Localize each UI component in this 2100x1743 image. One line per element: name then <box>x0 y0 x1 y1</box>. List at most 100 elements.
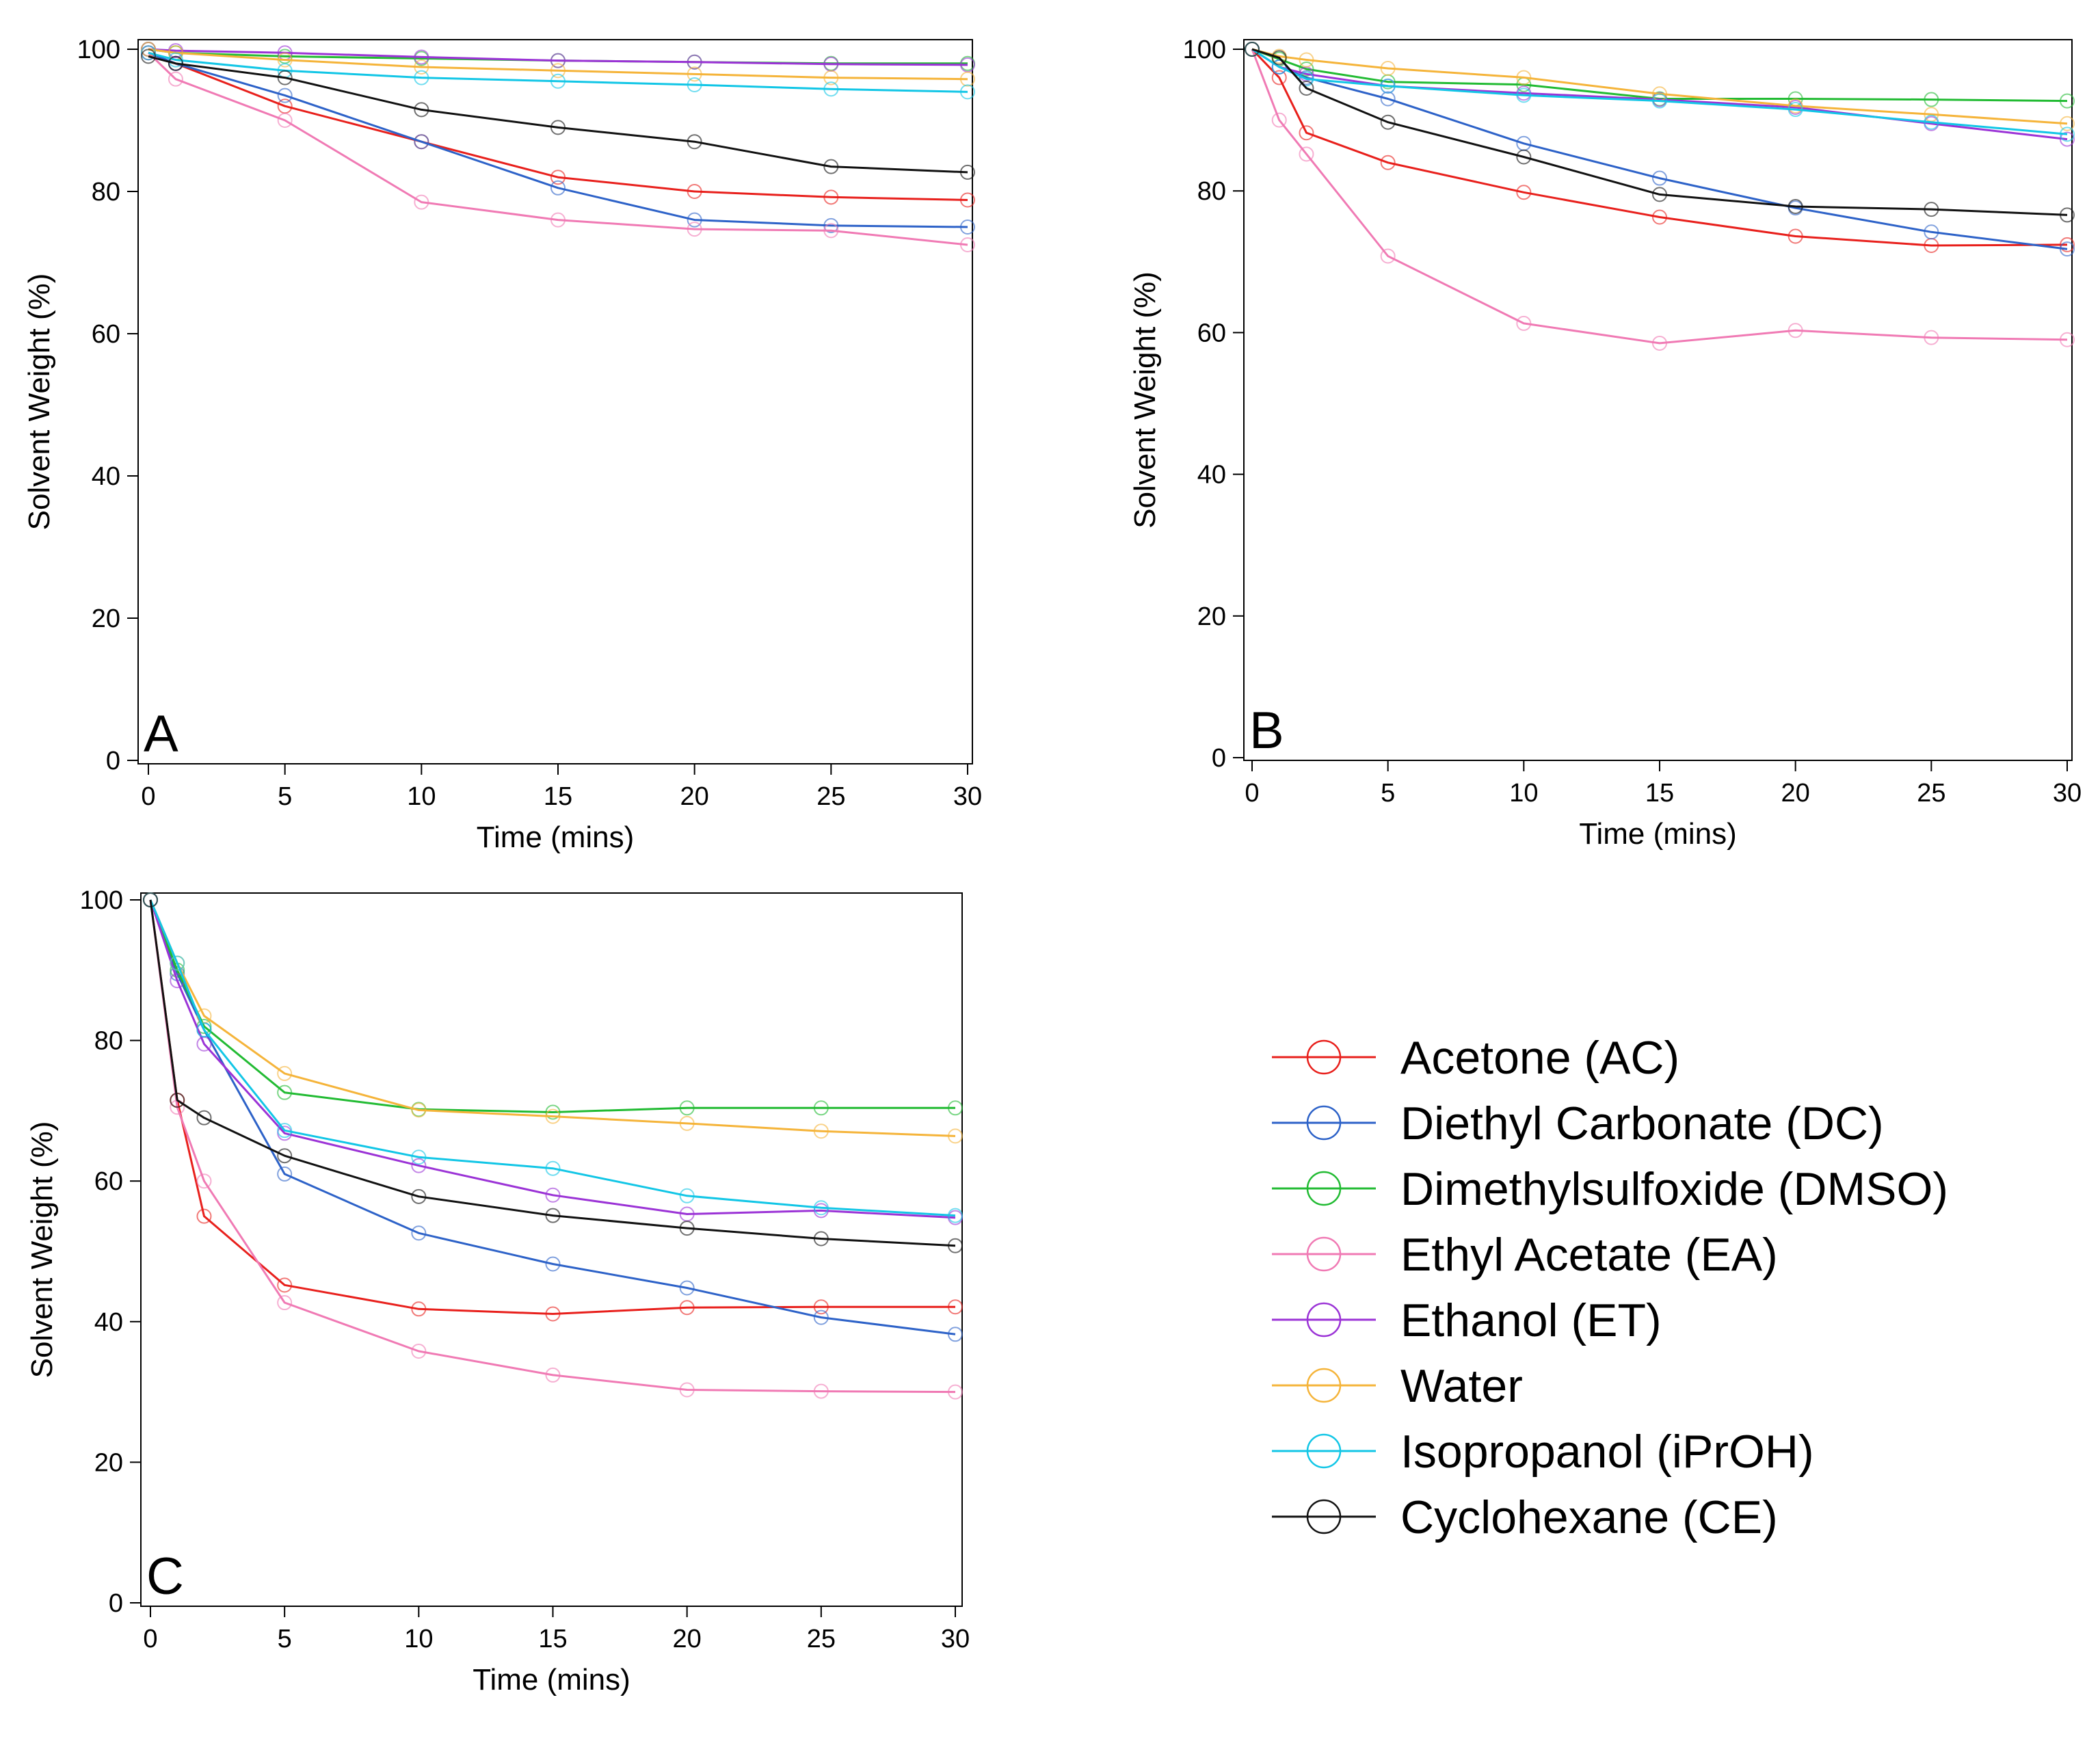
panel-b-point-isopropanol-iproh-7 <box>1924 114 1939 130</box>
panel-c-point-acetone-ac-8 <box>948 1299 963 1315</box>
legend-item-acetone-ac: Acetone (AC) <box>1272 1032 1679 1084</box>
panel-c-point-acetone-ac-7 <box>813 1299 829 1315</box>
panel-a-line-diethyl-carbonate-dc <box>148 51 968 228</box>
panel-b-xtick-label-30: 30 <box>2053 779 2082 808</box>
panel-a-point-ethanol-et-4 <box>550 53 566 68</box>
legend-item-water: Water <box>1272 1360 1523 1412</box>
panel-c-point-water-5 <box>545 1108 561 1124</box>
panel-a-line-cyclohexane-ce <box>148 55 968 174</box>
panel-b-xtick-label-0: 0 <box>1245 779 1259 808</box>
panel-c-ytick-label-0: 0 <box>109 1589 123 1618</box>
panel-c-point-diethyl-carbonate-dc-3 <box>277 1166 293 1182</box>
panel-b-point-isopropanol-iproh-4 <box>1516 88 1532 103</box>
panel-b-ytick-label-80: 80 <box>1197 177 1226 206</box>
panel-b-point-diethyl-carbonate-dc-3 <box>1380 91 1396 107</box>
panel-c-point-isopropanol-iproh-6 <box>679 1188 695 1203</box>
panel-b-point-water-4 <box>1516 70 1532 85</box>
legend-label: Isopropanol (iPrOH) <box>1400 1426 1814 1478</box>
panel-b-point-cyclohexane-ce-3 <box>1380 114 1396 130</box>
panel-a-point-cyclohexane-ce-5 <box>687 134 702 150</box>
panel-b-point-ethyl-acetate-ea-3 <box>1380 248 1396 264</box>
panel-c-point-ethyl-acetate-ea-8 <box>948 1384 963 1400</box>
panel-a-point-water-4 <box>550 63 566 79</box>
panel-c-point-water-7 <box>813 1123 829 1139</box>
panel-b-xtick-label-10: 10 <box>1509 779 1538 808</box>
panel-b-point-cyclohexane-ce-8 <box>2060 207 2075 223</box>
panel-a-point-isopropanol-iproh-5 <box>687 77 702 92</box>
panel-b-point-isopropanol-iproh-6 <box>1787 102 1803 118</box>
panel-c-point-ethanol-et-4 <box>411 1158 427 1173</box>
panel-c-point-cyclohexane-ce-1 <box>170 1092 185 1108</box>
panel-a-point-diethyl-carbonate-dc-7 <box>960 219 975 235</box>
panel-c-point-acetone-ac-5 <box>545 1306 561 1322</box>
panel-c-point-isopropanol-iproh-3 <box>277 1123 293 1139</box>
panel-c-point-ethanol-et-5 <box>545 1187 561 1203</box>
panel-b-line-ethyl-acetate-ea <box>1251 49 2068 345</box>
panel-c-point-diethyl-carbonate-dc-8 <box>948 1327 963 1342</box>
panel-c-point-water-6 <box>679 1115 695 1131</box>
panel-a-line-water <box>148 48 968 81</box>
panel-c-x-axis-label: Time (mins) <box>473 1663 630 1697</box>
panel-c-point-cyclohexane-ce-6 <box>679 1221 695 1236</box>
panel-b-point-acetone-ac-5 <box>1652 209 1667 225</box>
panel-a-point-water-2 <box>277 52 293 68</box>
legend-swatch-marker <box>1306 1368 1342 1403</box>
panel-c-point-dimethylsulfoxide-dmso-5 <box>545 1104 561 1120</box>
panel-a-point-ethyl-acetate-ea-4 <box>550 212 566 228</box>
panel-b-point-ethyl-acetate-ea-6 <box>1787 323 1803 338</box>
panel-b-point-ethyl-acetate-ea-5 <box>1652 335 1667 351</box>
panel-a-point-isopropanol-iproh-4 <box>550 73 566 89</box>
panel-a-chart: 0 20 40 60 80 100 0 5 10 15 20 25 30 Time (mins) Solve… <box>23 36 982 854</box>
legend-label: Diethyl Carbonate (DC) <box>1400 1097 1884 1149</box>
panel-b-ytick-label-60: 60 <box>1197 319 1226 347</box>
panel-c-point-diethyl-carbonate-dc-4 <box>411 1225 427 1241</box>
panel-a-ytick-label-80: 80 <box>92 178 120 207</box>
panel-a-line-isopropanol-iproh <box>148 51 968 93</box>
panel-b-point-acetone-ac-4 <box>1516 185 1532 200</box>
panel-b-point-isopropanol-iproh-3 <box>1380 78 1396 94</box>
panel-c-y-axis-label: Solvent Weight (%) <box>25 1121 59 1379</box>
legend-item-ethyl-acetate-ea: Ethyl Acetate (EA) <box>1272 1229 1778 1281</box>
panel-a-point-ethyl-acetate-ea-1 <box>168 71 183 87</box>
panel-c-ytick-label-40: 40 <box>94 1308 123 1337</box>
panel-c-point-ethyl-acetate-ea-2 <box>196 1173 212 1189</box>
panel-c-xtick-label-15: 15 <box>538 1625 567 1653</box>
panel-b-ytick-label-0: 0 <box>1212 744 1226 773</box>
panel-c-point-water-8 <box>948 1128 963 1144</box>
panel-b-point-acetone-ac-3 <box>1380 155 1396 170</box>
panel-b-point-water-3 <box>1380 60 1396 76</box>
panel-b-y-axis-label: Solvent Weight (%) <box>1128 271 1162 529</box>
panel-c-line-diethyl-carbonate-dc <box>149 899 956 1335</box>
legend-item-dimethylsulfoxide-dmso: Dimethylsulfoxide (DMSO) <box>1272 1163 1948 1215</box>
legend: Acetone (AC) Diethyl Carbonate (DC) Dimeth… <box>1272 1032 1948 1543</box>
panel-a-point-water-7 <box>960 71 975 87</box>
panel-b-line-isopropanol-iproh <box>1251 48 2068 135</box>
panel-a-point-diethyl-carbonate-dc-6 <box>823 217 839 233</box>
panel-c-point-cyclohexane-ce-7 <box>813 1231 829 1247</box>
panel-a-point-cyclohexane-ce-3 <box>414 102 429 118</box>
panel-a-series-water <box>141 42 975 87</box>
panel-c-point-cyclohexane-ce-2 <box>196 1110 212 1126</box>
panel-c-point-diethyl-carbonate-dc-5 <box>545 1256 561 1272</box>
panel-a-ytick-label-60: 60 <box>92 320 120 349</box>
panel-a-xtick-label-0: 0 <box>141 782 155 811</box>
panel-c-point-cyclohexane-ce-4 <box>411 1188 427 1204</box>
panel-c-ytick-label-60: 60 <box>94 1167 123 1196</box>
panel-c-xtick-label-10: 10 <box>404 1625 433 1653</box>
panel-c-point-acetone-ac-2 <box>196 1208 212 1224</box>
panel-a-point-isopropanol-iproh-6 <box>823 81 839 97</box>
panel-b-point-water-2 <box>1299 52 1314 68</box>
panel-b-point-acetone-ac-8 <box>2060 237 2075 252</box>
panel-a-ytick-label-20: 20 <box>92 604 120 633</box>
legend-swatch-marker <box>1306 1039 1342 1075</box>
panel-b-point-ethyl-acetate-ea-1 <box>1271 112 1287 128</box>
panel-b-point-acetone-ac-1 <box>1271 70 1287 85</box>
panel-b-point-water-6 <box>1787 98 1803 114</box>
legend-swatch-marker <box>1306 1302 1342 1338</box>
panel-b-point-ethyl-acetate-ea-2 <box>1299 146 1314 162</box>
panel-b-point-ethyl-acetate-ea-8 <box>2060 332 2075 347</box>
panel-c-point-acetone-ac-3 <box>277 1277 293 1293</box>
panel-c-point-isopropanol-iproh-7 <box>813 1200 829 1216</box>
panel-a-plot-frame <box>137 39 973 764</box>
panel-c-line-water <box>149 899 956 1137</box>
